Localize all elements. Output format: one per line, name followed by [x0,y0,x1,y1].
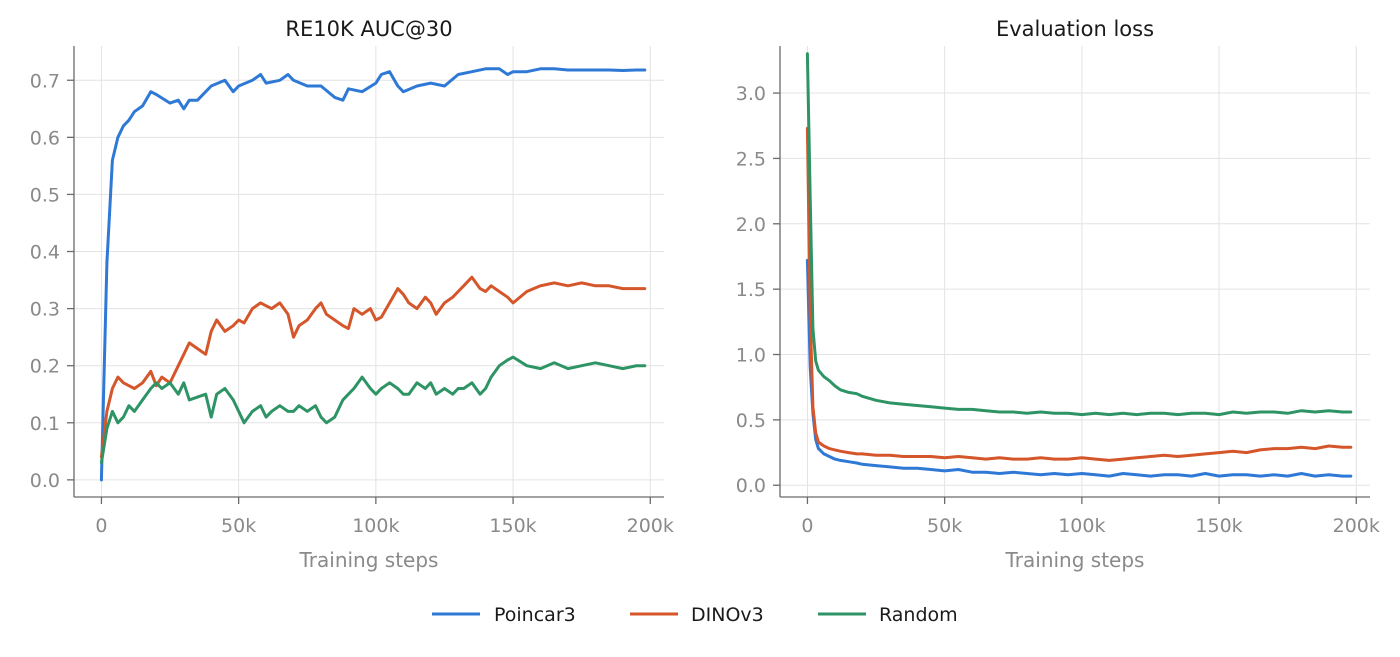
x-tick-label: 150k [489,515,536,537]
y-tick-label: 0.1 [30,413,60,435]
legend: Poincar3 DINOv3 Random [432,604,958,626]
y-tick-label: 0.3 [30,299,60,321]
y-tick-label: 1.0 [736,345,766,367]
y-tick-label: 0.0 [736,475,766,497]
y-tick-label: 0.5 [30,184,60,206]
series-line-poincar3 [99,67,647,482]
legend-item-dinov3: DINOv3 [630,604,764,626]
series-line-random [99,355,647,465]
y-tick-label: 2.5 [736,148,766,170]
legend-label: DINOv3 [691,604,764,626]
y-tick-label: 0.5 [736,410,766,432]
series-line-dinov3 [805,126,1353,462]
y-tick-label: 0.7 [30,70,60,92]
x-tick-label: 200k [627,515,674,537]
y-tick-label: 0.0 [30,470,60,492]
x-tick-label: 150k [1195,515,1242,537]
y-tick-label: 1.5 [736,279,766,301]
y-tick-label: 0.2 [30,356,60,378]
series-line-random [805,52,1353,417]
series-line-poincar3 [805,258,1353,478]
x-axis-label: Training steps [299,548,439,572]
y-tick-label: 3.0 [736,83,766,105]
x-tick-label: 0 [95,515,107,537]
charts: 0.0 0.1 0.2 0.3 0.4 0.5 0.6 0.7 0 50k 100k 150k 200k… [30,17,1380,572]
legend-label: Random [879,604,958,626]
x-tick-label: 0 [801,515,813,537]
legend-label: Poincar3 [494,604,576,626]
legend-item-poincar3: Poincar3 [432,604,576,626]
y-tick-label: 2.0 [736,214,766,236]
chart-title: RE10K AUC@30 [285,17,452,41]
series-line-dinov3 [99,275,647,459]
chart-title: Evaluation loss [996,17,1154,41]
x-tick-label: 50k [221,515,256,537]
x-tick-label: 50k [927,515,962,537]
legend-item-random: Random [818,604,958,626]
chart-1: 0.0 0.1 0.2 0.3 0.4 0.5 0.6 0.7 0 50k 100k 150k 200k… [30,17,674,572]
chart-2: 0.0 0.5 1.0 1.5 2.0 2.5 3.0 0 50k 100k 150k 200k Eva… [736,17,1380,572]
x-axis-label: Training steps [1005,548,1145,572]
x-tick-label: 200k [1333,515,1380,537]
x-tick-label: 100k [352,515,399,537]
x-tick-label: 100k [1058,515,1105,537]
y-tick-label: 0.4 [30,242,60,264]
y-tick-label: 0.6 [30,127,60,149]
